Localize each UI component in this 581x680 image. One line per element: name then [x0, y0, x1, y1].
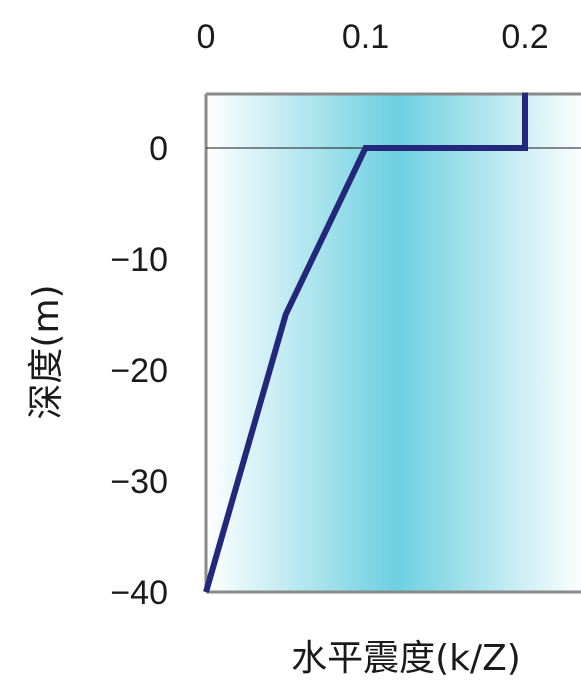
x-tick-labels: 0 0.1 0.2: [197, 18, 549, 56]
x-tick-label: 0.1: [342, 18, 389, 56]
series-line: [203, 92, 528, 593]
plot-background: [206, 94, 581, 592]
y-axis-title: 深度(m): [26, 284, 67, 419]
y-tick-label: −40: [110, 574, 168, 612]
y-tick-labels: 0 −10 −20 −30 −40: [110, 130, 168, 612]
y-tick-label: −20: [110, 352, 168, 390]
y-tick-label: −30: [110, 463, 168, 501]
x-axis-title: 水平震度(k/Z): [291, 638, 521, 679]
y-tick-label: 0: [149, 130, 168, 168]
x-tick-label: 0.2: [501, 18, 548, 56]
y-tick-label: −10: [110, 241, 168, 279]
x-tick-label: 0: [197, 18, 216, 56]
